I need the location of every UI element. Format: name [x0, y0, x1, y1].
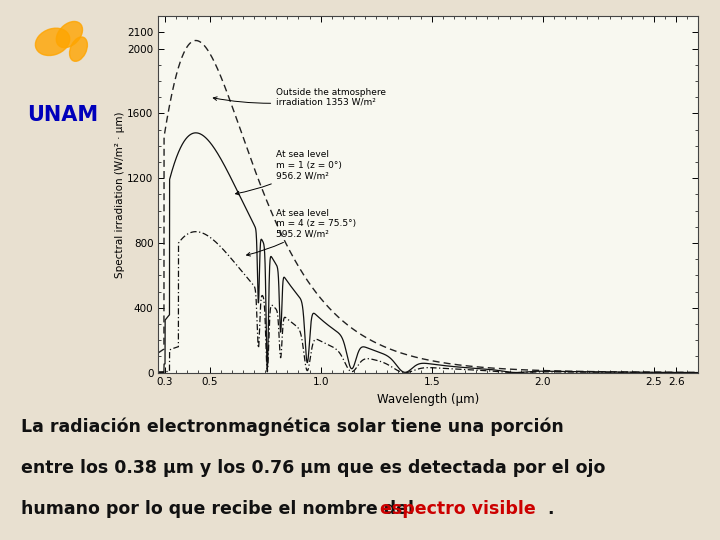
Text: espectro visible: espectro visible: [379, 500, 536, 518]
Text: At sea level
m = 1 (z = 0°)
956.2 W/m²: At sea level m = 1 (z = 0°) 956.2 W/m²: [235, 150, 342, 195]
Text: humano por lo que recibe el nombre del: humano por lo que recibe el nombre del: [22, 500, 420, 518]
Ellipse shape: [35, 28, 70, 56]
X-axis label: Wavelength (μm): Wavelength (μm): [377, 393, 480, 406]
Text: Outside the atmosphere
irradiation 1353 W/m²: Outside the atmosphere irradiation 1353 …: [213, 87, 386, 107]
Ellipse shape: [70, 37, 87, 62]
Text: entre los 0.38 μm y los 0.76 μm que es detectada por el ojo: entre los 0.38 μm y los 0.76 μm que es d…: [22, 459, 606, 477]
Text: La radiación electronmagnética solar tiene una porción: La radiación electronmagnética solar tie…: [22, 418, 564, 436]
Ellipse shape: [56, 22, 83, 48]
Text: .: .: [548, 500, 554, 518]
Text: At sea level
m = 4 (z = 75.5°)
595.2 W/m²: At sea level m = 4 (z = 75.5°) 595.2 W/m…: [247, 208, 356, 256]
Text: UNAM: UNAM: [27, 105, 98, 125]
Y-axis label: Spectral irradiation (W/m² · μm): Spectral irradiation (W/m² · μm): [114, 111, 125, 278]
